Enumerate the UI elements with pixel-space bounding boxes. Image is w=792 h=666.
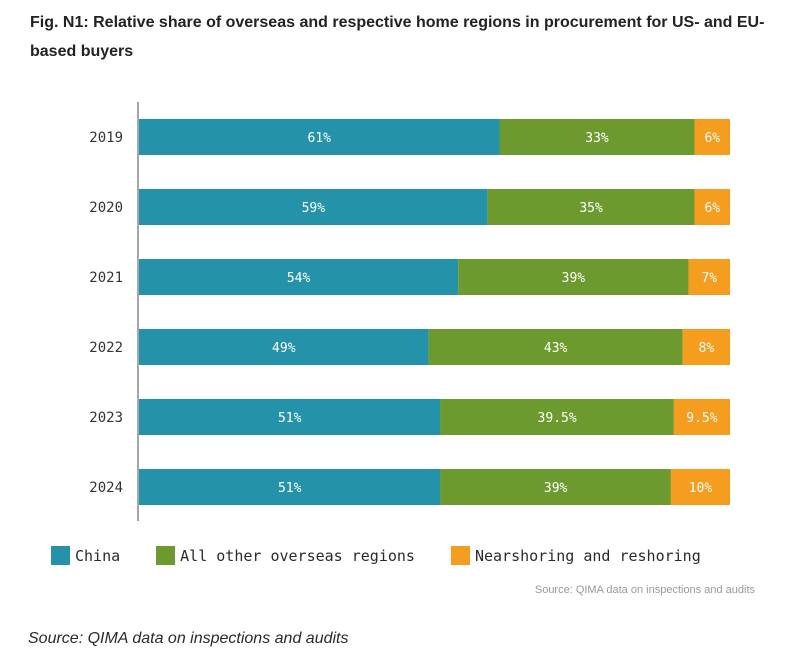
bar-segment: [139, 399, 441, 435]
legend-label-china: China: [75, 546, 121, 565]
legend-swatch-other-overseas: [156, 546, 176, 565]
data-label: 49%: [272, 341, 296, 356]
data-label: 51%: [278, 411, 302, 426]
chart-title: Fig. N1: Relative share of overseas and …: [30, 14, 765, 60]
legend-item-nearshoring: Nearshoring and reshoring: [450, 546, 701, 565]
data-label: 7%: [701, 271, 717, 286]
chart-source-note: Source: QIMA data on inspections and aud…: [534, 584, 755, 596]
legend-label-nearshoring: Nearshoring and reshoring: [474, 546, 701, 565]
bar-segment: [499, 119, 695, 155]
data-label: 9.5%: [686, 411, 717, 426]
bar-segment: [688, 259, 730, 295]
bar-segment: [673, 399, 730, 435]
data-label: 8%: [699, 341, 715, 356]
category-label: 2022: [89, 340, 123, 356]
data-label: 61%: [308, 131, 332, 146]
category-label: 2021: [89, 270, 123, 286]
data-label: 39%: [544, 481, 568, 496]
data-label: 39%: [562, 271, 586, 286]
data-label: 51%: [278, 481, 302, 496]
data-label: 39.5%: [538, 411, 577, 426]
bar-segment: [694, 189, 730, 225]
bar-segment: [428, 329, 683, 365]
bar-segment: [440, 469, 671, 505]
bar-segment: [139, 329, 429, 365]
bar-segment: [694, 119, 730, 155]
data-label: 10%: [689, 481, 713, 496]
bar-segment: [440, 399, 674, 435]
legend-item-china: China: [51, 546, 120, 565]
bar-segment: [458, 259, 689, 295]
category-label: 2020: [89, 200, 123, 216]
bar-segment: [487, 189, 695, 225]
legend-swatch-china: [51, 546, 70, 565]
bar-segment: [139, 259, 459, 295]
data-label: 43%: [544, 341, 568, 356]
bar-segment: [139, 469, 441, 505]
data-label: 54%: [287, 271, 311, 286]
legend-label-other-overseas: All other overseas regions: [180, 546, 415, 565]
category-label: 2024: [89, 480, 123, 496]
bar-segment: [682, 329, 730, 365]
data-label: 59%: [302, 201, 326, 216]
data-label: 6%: [704, 131, 720, 146]
figure-caption: Source: QIMA data on inspections and aud…: [28, 630, 349, 647]
data-label: 6%: [704, 201, 720, 216]
bar-segment: [139, 119, 500, 155]
data-label: 35%: [579, 201, 603, 216]
data-label: 33%: [585, 131, 609, 146]
legend-swatch-nearshoring: [450, 546, 470, 565]
category-label: 2023: [89, 410, 123, 426]
legend-item-other-overseas: All other overseas regions: [156, 546, 415, 565]
bar-segment: [139, 189, 488, 225]
legend: China All other overseas regions Nearsho…: [51, 546, 737, 565]
stacked-bar-chart: 2019 61% 33% 6% 2020 59% 35% 6% 2021 54% 39% 7% 2022…: [89, 102, 730, 521]
bar-segment: [670, 469, 730, 505]
category-label: 2019: [89, 130, 123, 146]
